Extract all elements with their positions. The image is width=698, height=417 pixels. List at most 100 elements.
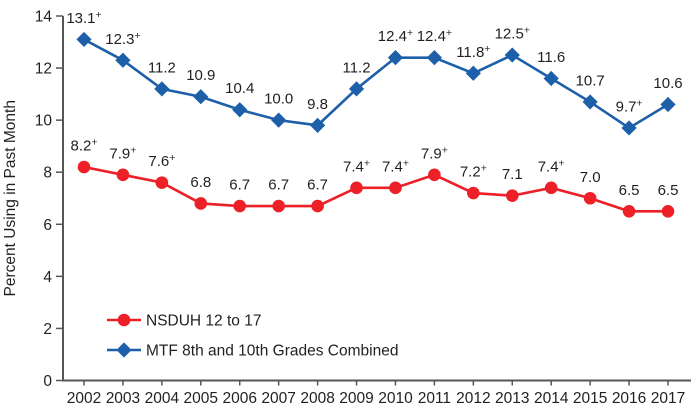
x-tick-label: 2005 (184, 390, 218, 407)
data-point-label: 7.0 (580, 169, 601, 186)
x-tick-label: 2010 (378, 390, 413, 407)
legend-label: MTF 8th and 10th Grades Combined (146, 343, 398, 360)
y-axis-title: Percent Using in Past Month (2, 100, 19, 296)
y-tick-label: 8 (43, 165, 52, 182)
data-point-diamond (543, 70, 559, 87)
x-tick-label: 2012 (456, 390, 490, 407)
data-point-label: 12.4+ (378, 27, 413, 45)
data-point-label: 12.5+ (495, 25, 530, 43)
axes (62, 16, 691, 382)
x-tick-label: 2017 (651, 390, 685, 407)
x-tick-label: 2015 (573, 390, 607, 407)
data-point-circle (77, 160, 91, 174)
data-point-label: 6.7 (307, 177, 328, 194)
data-point-label: 11.2 (148, 59, 176, 76)
x-tick-label: 2011 (418, 390, 451, 407)
data-point-label: 13.1+ (66, 9, 101, 27)
data-point-diamond (504, 47, 520, 63)
data-point-label: 7.2+ (460, 163, 487, 181)
x-tick-label: 2008 (300, 390, 334, 407)
legend-label: NSDUH 12 to 17 (146, 313, 261, 330)
data-point-circle (311, 199, 324, 213)
series-mtf: 13.1+12.3+11.2 10.910.410.0 9.811.212.4+ 12… (66, 9, 683, 136)
data-point-diamond (232, 102, 248, 118)
data-point-label: 10.0 (264, 91, 293, 108)
data-point-circle (467, 186, 480, 200)
data-point-label: 7.1 (502, 166, 523, 183)
y-tick-label: 10 (35, 113, 53, 130)
x-tick-label: 2014 (534, 390, 569, 407)
x-tick-label: 2007 (261, 390, 295, 407)
data-point-diamond (154, 81, 170, 97)
data-point-circle (661, 204, 675, 218)
data-point-circle (194, 197, 208, 210)
legend-item-mtf: MTF 8th and 10th Grades Combined (107, 342, 398, 360)
x-axis-ticks: 2002 2003 2004 2005 2006 2007 2008 2009 2010 2011… (67, 380, 685, 407)
series-line-mtf (83, 38, 669, 130)
data-point-label: 9.7+ (616, 97, 643, 115)
x-tick-label: 2003 (106, 390, 140, 407)
data-point-diamond (582, 94, 598, 110)
data-point-diamond (465, 65, 481, 81)
data-point-diamond (116, 342, 132, 358)
x-tick-label: 2013 (495, 390, 529, 407)
data-point-label: 7.6+ (148, 152, 175, 170)
data-point-diamond (621, 120, 637, 136)
series-line-nsduh (83, 165, 668, 213)
data-point-label: 6.5 (619, 182, 640, 199)
data-point-label: 10.7 (576, 72, 605, 89)
data-point-circle (350, 181, 363, 195)
data-point-diamond (348, 81, 365, 97)
data-point-label: 8.2+ (71, 137, 98, 155)
data-point-label: 7.4+ (343, 157, 370, 175)
data-point-label: 6.5 (658, 182, 679, 199)
data-point-label: 9.8 (307, 96, 328, 113)
data-point-label: 6.7 (229, 177, 250, 194)
data-point-diamond (271, 112, 287, 128)
data-point-label: 10.9 (186, 67, 215, 84)
data-point-label: 11.6 (537, 49, 565, 66)
x-tick-label: 2002 (67, 390, 101, 407)
data-point-label: 6.8 (190, 174, 211, 191)
data-point-diamond (76, 31, 92, 48)
data-point-diamond (115, 52, 131, 68)
y-tick-label: 6 (43, 217, 52, 234)
x-tick-label: 2009 (339, 390, 373, 407)
data-point-circle (544, 181, 558, 195)
data-point-diamond (660, 96, 676, 113)
data-point-label: 10.4 (225, 80, 254, 97)
data-point-diamond (193, 89, 209, 105)
data-point-label: 7.9+ (421, 144, 448, 162)
data-point-label: 11.2 (342, 59, 370, 76)
y-tick-label: 0 (43, 373, 52, 390)
y-tick-label: 4 (43, 269, 52, 286)
data-point-circle (428, 168, 441, 182)
data-point-diamond (387, 50, 404, 66)
data-point-label: 10.6 (653, 75, 682, 92)
data-point-circle (155, 176, 169, 189)
data-point-label: 12.3+ (105, 30, 140, 48)
legend-item-nsduh: NSDUH 12 to 17 (107, 313, 261, 330)
legend: NSDUH 12 to 17 MTF 8th and 10th Grades Co… (107, 313, 398, 360)
data-point-label: 7.4+ (382, 157, 409, 175)
data-point-label: 6.7 (268, 177, 289, 194)
y-axis-ticks: 0 2 4 6 8 10 12 14 (35, 9, 63, 390)
x-tick-label: 2006 (222, 390, 256, 407)
data-point-diamond (426, 50, 442, 66)
data-point-label: 7.4+ (538, 157, 565, 175)
data-point-circle (233, 199, 247, 213)
data-point-circle (389, 181, 402, 195)
series-nsduh: 8.2+ 7.9+ 7.6+ 6.8 6.7 6.7 6.7 7.4+ 7.4+ 7.9+ 7.2+… (71, 137, 679, 218)
y-tick-label: 2 (43, 321, 52, 338)
data-point-circle (505, 189, 519, 202)
data-point-circle (622, 204, 636, 218)
y-tick-label: 14 (35, 9, 53, 26)
data-point-circle (583, 191, 597, 205)
data-point-circle (116, 168, 130, 182)
data-point-label: 11.8+ (456, 43, 490, 61)
x-tick-label: 2016 (612, 390, 646, 407)
data-point-label: 12.4+ (417, 27, 452, 45)
y-tick-label: 12 (35, 61, 52, 78)
